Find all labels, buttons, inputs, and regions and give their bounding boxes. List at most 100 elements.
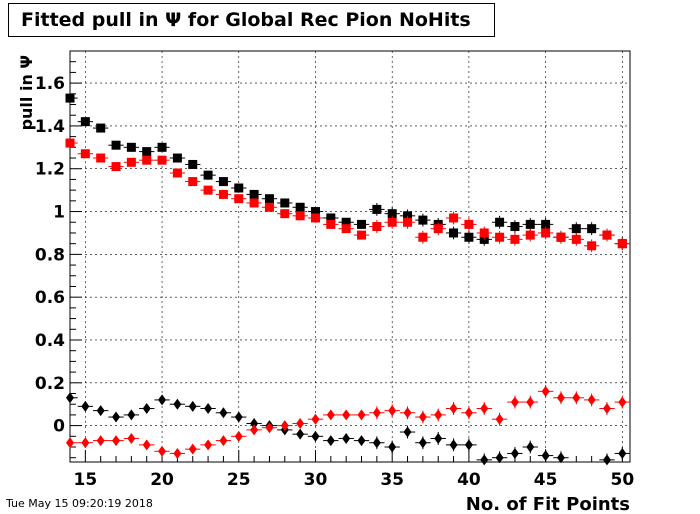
- square-marker: [249, 198, 259, 208]
- diamond-marker: [326, 435, 335, 447]
- square-marker: [418, 215, 428, 225]
- diamond-marker: [541, 385, 550, 397]
- diamond-marker: [234, 411, 243, 423]
- data-point: [353, 409, 370, 421]
- square-marker: [556, 232, 566, 242]
- diamond-marker: [342, 409, 351, 421]
- y-tick-label: 0.2: [35, 374, 65, 394]
- data-point: [415, 410, 431, 424]
- x-tick-label: 40: [457, 470, 481, 490]
- data-point: [537, 449, 554, 462]
- series-1: [65, 138, 630, 253]
- data-point: [399, 425, 416, 439]
- diamond-marker: [296, 428, 305, 440]
- data-point: [369, 202, 385, 216]
- square-marker: [449, 228, 459, 238]
- data-point: [415, 230, 431, 244]
- diamond-marker: [464, 407, 473, 419]
- square-marker: [525, 219, 535, 229]
- data-point: [445, 226, 462, 240]
- diamond-marker: [158, 394, 167, 406]
- diamond-marker: [173, 398, 182, 410]
- data-point: [154, 394, 170, 406]
- square-marker: [326, 213, 336, 223]
- data-point: [307, 213, 324, 223]
- square-marker: [264, 194, 274, 204]
- diamond-marker: [510, 447, 519, 459]
- data-point: [430, 222, 446, 236]
- square-marker: [111, 162, 121, 172]
- data-point: [553, 230, 569, 244]
- diamond-marker: [449, 402, 458, 414]
- data-point: [215, 189, 232, 199]
- data-point: [476, 453, 492, 466]
- data-point: [65, 138, 78, 148]
- data-point: [568, 232, 584, 246]
- data-point: [231, 194, 247, 204]
- series-2: [66, 392, 630, 466]
- data-point: [614, 237, 630, 251]
- y-tick-label: 1: [53, 203, 65, 223]
- square-marker: [587, 224, 597, 234]
- series-3: [66, 384, 630, 459]
- diamond-marker: [434, 409, 443, 421]
- square-marker: [464, 232, 474, 242]
- data-point: [77, 437, 94, 449]
- diamond-marker: [127, 432, 136, 444]
- data-point: [461, 406, 477, 420]
- diamond-marker: [204, 439, 213, 451]
- data-point: [507, 232, 523, 246]
- data-point: [77, 117, 94, 127]
- diamond-marker: [464, 439, 473, 451]
- diamond-marker: [66, 437, 74, 449]
- data-point: [461, 230, 477, 244]
- diamond-marker: [158, 445, 167, 457]
- diamond-marker: [526, 396, 535, 408]
- data-point: [415, 213, 431, 227]
- square-marker: [617, 239, 627, 249]
- data-point: [384, 404, 400, 418]
- data-point: [215, 407, 232, 419]
- square-marker: [142, 147, 152, 157]
- y-tick-label: 1.6: [35, 74, 65, 94]
- data-point: [66, 392, 78, 404]
- data-point: [292, 202, 308, 212]
- diamond-marker: [418, 437, 427, 449]
- data-point: [215, 435, 232, 447]
- square-marker: [310, 207, 320, 217]
- data-point: [277, 420, 293, 432]
- data-point: [185, 400, 201, 412]
- data-point: [200, 439, 216, 451]
- data-point: [353, 219, 370, 229]
- square-marker: [280, 198, 290, 208]
- data-point: [154, 142, 170, 152]
- data-point: [246, 417, 262, 429]
- data-point: [461, 217, 477, 231]
- square-marker: [510, 234, 520, 244]
- square-marker: [218, 189, 228, 199]
- square-marker: [234, 194, 244, 204]
- square-marker: [111, 140, 121, 150]
- data-point: [292, 211, 308, 221]
- diamond-marker: [403, 426, 412, 438]
- diamond-marker: [142, 439, 151, 451]
- square-marker: [310, 213, 320, 223]
- y-tick-label: 1.2: [35, 160, 65, 180]
- data-point: [599, 453, 615, 466]
- square-marker: [203, 185, 213, 195]
- diamond-marker: [602, 454, 611, 466]
- square-marker: [449, 213, 459, 223]
- data-point: [353, 435, 370, 447]
- diamond-marker: [311, 413, 320, 425]
- diamond-marker: [556, 452, 565, 464]
- data-point: [338, 432, 354, 444]
- data-point: [154, 155, 170, 165]
- square-marker: [341, 217, 351, 227]
- data-point: [231, 183, 247, 193]
- diamond-marker: [388, 405, 397, 417]
- square-marker: [295, 202, 305, 212]
- square-marker: [188, 177, 198, 187]
- data-point: [445, 438, 462, 452]
- data-point: [200, 170, 216, 180]
- square-marker: [372, 222, 382, 232]
